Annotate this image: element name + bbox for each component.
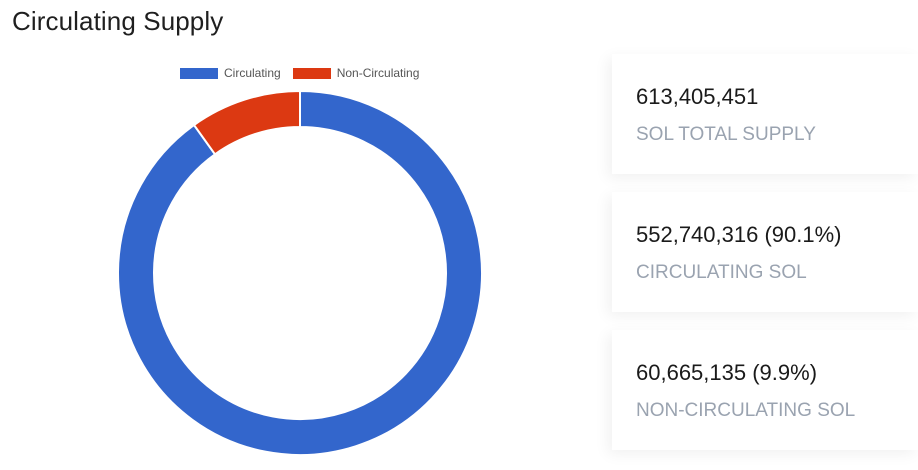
stat-value-non-circulating: 60,665,135 (9.9%) (636, 360, 818, 385)
legend-swatch-non-circulating (292, 67, 331, 79)
legend-item-non-circulating[interactable]: Non-Circulating (292, 66, 420, 80)
stat-card-circulating: 552,740,316 (90.1%) CIRCULATING SOL (612, 192, 918, 312)
stats-column: 613,405,451 SOL TOTAL SUPPLY 552,740,316… (612, 54, 918, 468)
stat-label-non-circulating: NON-CIRCULATING SOL (636, 400, 856, 421)
supply-doughnut-chart (117, 89, 483, 456)
legend-label-circulating: Circulating (224, 66, 281, 80)
doughnut-slice-circulating[interactable] (117, 89, 483, 456)
stat-card-non-circulating: 60,665,135 (9.9%) NON-CIRCULATING SOL (612, 330, 918, 450)
stat-label-total-supply: SOL TOTAL SUPPLY (636, 124, 816, 145)
legend-swatch-circulating (180, 67, 218, 79)
legend-label-non-circulating: Non-Circulating (336, 66, 420, 80)
stat-label-circulating: CIRCULATING SOL (636, 262, 807, 283)
legend-item-circulating[interactable]: Circulating (180, 66, 281, 80)
stat-card-total-supply: 613,405,451 SOL TOTAL SUPPLY (612, 54, 918, 174)
doughnut-slice-non-circulating[interactable] (192, 89, 301, 156)
chart-legend: Circulating Non-Circulating (180, 66, 431, 80)
stat-value-total-supply: 613,405,451 (636, 84, 759, 109)
page-title: Circulating Supply (12, 6, 224, 36)
stat-value-circulating: 552,740,316 (90.1%) (636, 222, 842, 247)
